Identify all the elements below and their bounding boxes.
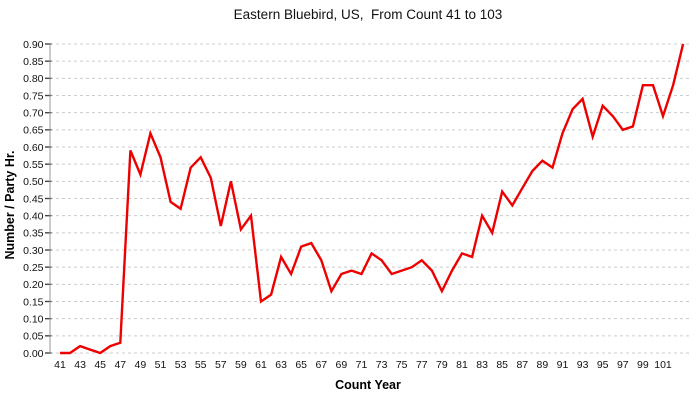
x-tick-label: 77 <box>416 359 428 371</box>
y-tick-label: 0.75 <box>23 90 44 102</box>
tick-labels-group: 0.00 0.05 0.10 0.15 0.20 0.25 0.30 0.35 0.40 0.45… <box>23 39 672 371</box>
y-tick-label: 0.15 <box>23 296 44 308</box>
x-tick-label: 49 <box>135 359 147 371</box>
x-tick-label: 83 <box>476 359 488 371</box>
x-tick-label: 97 <box>617 359 629 371</box>
x-tick-label: 51 <box>155 359 167 371</box>
y-axis-label: Number / Party Hr. <box>3 150 17 259</box>
x-tick-label: 87 <box>516 359 528 371</box>
chart-title: Eastern Bluebird, US, From Count 41 to 1… <box>234 7 503 22</box>
x-axis-label: Count Year <box>335 378 401 392</box>
y-tick-label: 0.80 <box>23 73 44 85</box>
y-tick-label: 0.05 <box>23 331 44 343</box>
y-tick-label: 0.30 <box>23 245 44 257</box>
x-tick-label: 79 <box>436 359 448 371</box>
y-tick-label: 0.40 <box>23 210 44 222</box>
axes-group <box>45 43 52 354</box>
x-tick-label: 101 <box>654 359 672 371</box>
y-tick-label: 0.65 <box>23 125 44 137</box>
x-tick-label: 59 <box>235 359 247 371</box>
x-tick-label: 63 <box>275 359 287 371</box>
x-tick-label: 61 <box>255 359 267 371</box>
data-line <box>60 43 685 355</box>
x-tick-label: 65 <box>295 359 307 371</box>
y-tick-label: 0.20 <box>23 279 44 291</box>
x-tick-label: 75 <box>396 359 408 371</box>
y-tick-label: 0.45 <box>23 193 44 205</box>
x-tick-label: 89 <box>537 359 549 371</box>
gridlines-group <box>50 43 690 354</box>
x-tick-label: 99 <box>637 359 649 371</box>
y-tick-label: 0.90 <box>23 39 44 51</box>
x-tick-label: 93 <box>577 359 589 371</box>
y-tick-label: 0.35 <box>23 228 44 240</box>
y-tick-label: 0.85 <box>23 56 44 68</box>
x-tick-label: 71 <box>356 359 368 371</box>
y-tick-label: 0.25 <box>23 262 44 274</box>
x-tick-label: 41 <box>54 359 66 371</box>
x-tick-label: 73 <box>376 359 388 371</box>
x-tick-label: 81 <box>456 359 468 371</box>
x-tick-label: 45 <box>94 359 106 371</box>
x-tick-label: 69 <box>336 359 348 371</box>
x-tick-label: 85 <box>496 359 508 371</box>
x-tick-label: 47 <box>114 359 126 371</box>
y-tick-label: 0.50 <box>23 176 44 188</box>
x-tick-label: 55 <box>195 359 207 371</box>
y-tick-label: 0.10 <box>23 313 44 325</box>
data-series-group <box>60 43 685 355</box>
x-tick-label: 53 <box>175 359 187 371</box>
y-tick-label: 0.55 <box>23 159 44 171</box>
y-tick-label: 0.00 <box>23 348 44 360</box>
x-tick-label: 91 <box>557 359 569 371</box>
x-tick-label: 95 <box>597 359 609 371</box>
x-tick-label: 67 <box>315 359 327 371</box>
y-tick-label: 0.60 <box>23 142 44 154</box>
x-tick-label: 57 <box>215 359 227 371</box>
y-tick-label: 0.70 <box>23 107 44 119</box>
x-tick-label: 43 <box>74 359 86 371</box>
